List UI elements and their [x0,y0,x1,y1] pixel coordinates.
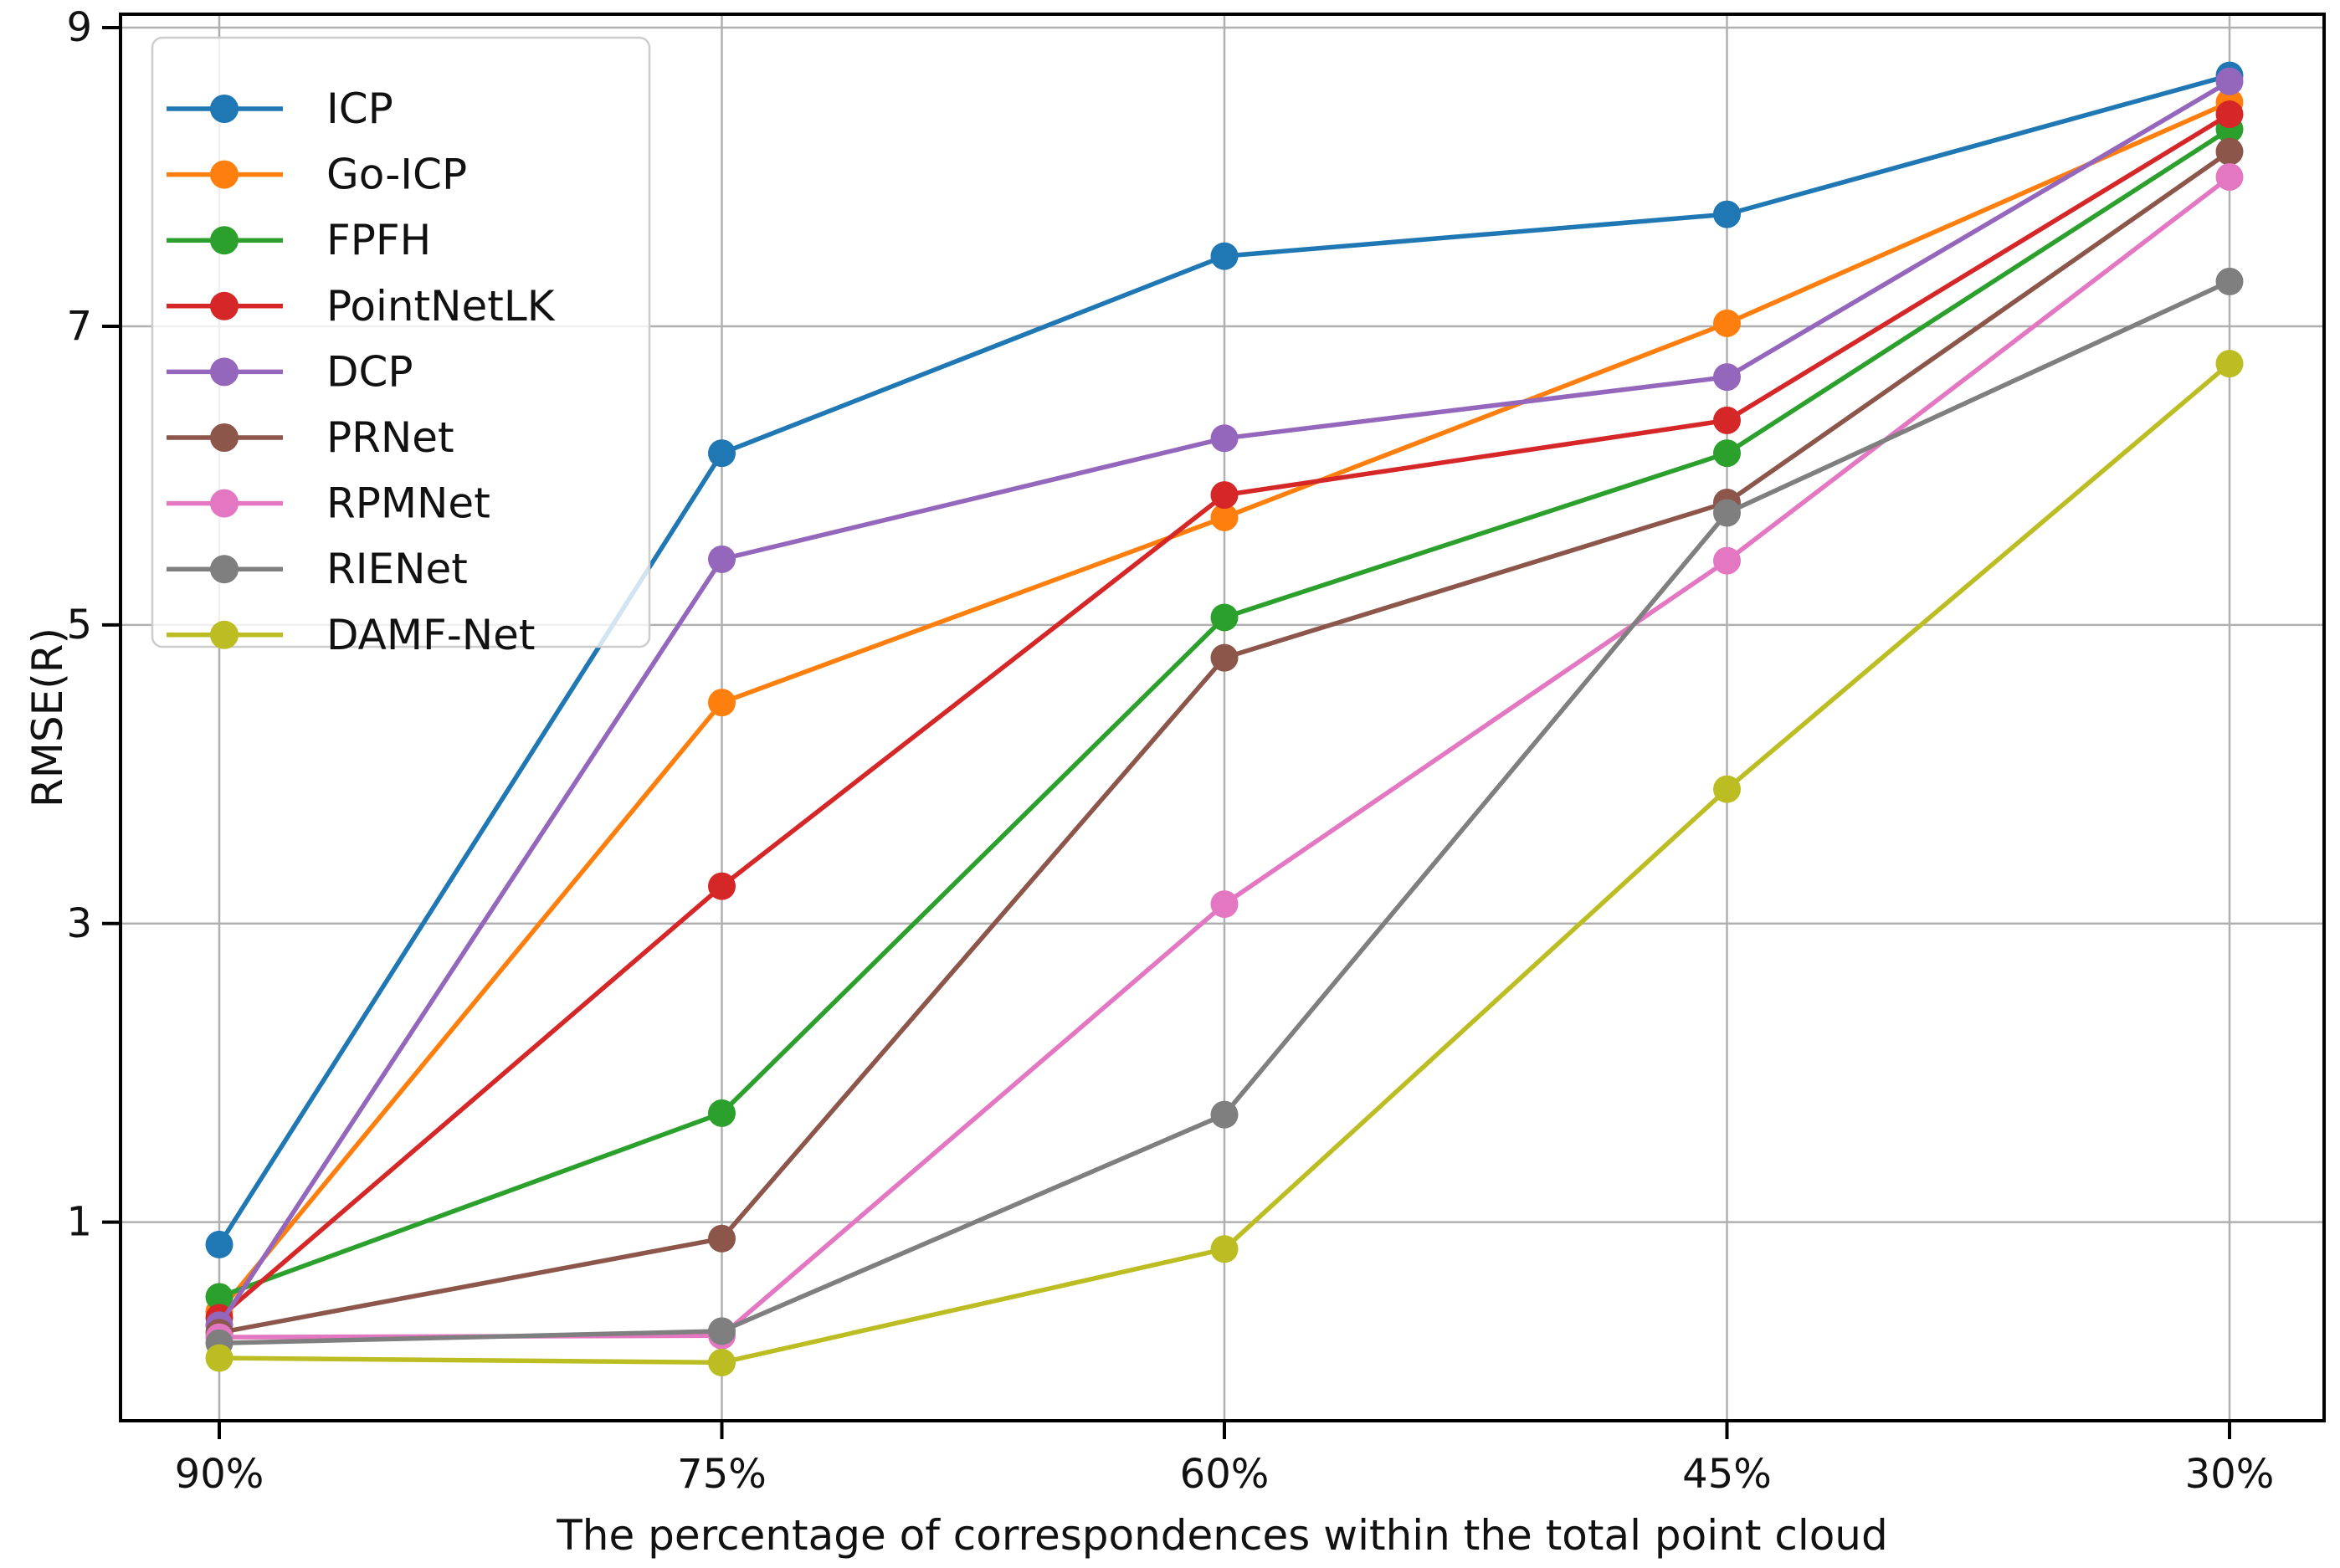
legend-item-PRNet: PRNet [167,413,454,462]
series-RIENet [205,267,2244,1357]
series-marker-PointNetLK-30% [2215,100,2244,129]
series-marker-Go-ICP-45% [1713,309,1741,337]
legend-marker-PointNetLK [210,291,239,320]
series-marker-DAMF-Net-90% [205,1344,233,1372]
legend-label-RPMNet: RPMNet [326,479,490,528]
series-marker-RIENet-75% [708,1317,736,1345]
series-FPFH [205,115,2244,1311]
legend-item-RPMNet: RPMNet [167,479,490,528]
plot-border [119,13,2326,1422]
series-marker-RPMNet-60% [1210,890,1239,919]
series-marker-PointNetLK-45% [1713,406,1741,434]
legend-label-PointNetLK: PointNetLK [326,282,556,331]
series-marker-DCP-45% [1713,363,1741,392]
legend-marker-Go-ICP [210,160,239,189]
legend-box [151,36,651,648]
legend-label-DCP: DCP [326,347,413,396]
series-marker-DCP-30% [2215,67,2244,95]
legend: ICP Go-ICP FPFH PointNetLK DCP PRNet RPMNet RIE… [151,36,651,659]
series-marker-RIENet-45% [1713,499,1741,527]
series-marker-RIENet-30% [2215,267,2244,295]
series-marker-PRNet-75% [708,1224,736,1253]
series-marker-PointNetLK-75% [708,872,736,900]
x-axis-title: The percentage of correspondences within… [556,1511,1887,1560]
series-marker-DCP-60% [1210,424,1239,453]
y-tick-label-3: 3 [66,900,92,947]
series-PointNetLK [205,100,2244,1332]
legend-marker-RIENet [210,555,239,584]
legend-item-ICP: ICP [167,85,393,133]
legend-marker-PRNet [210,423,239,452]
legend-item-FPFH: FPFH [167,216,431,264]
series-marker-DCP-75% [708,545,736,573]
series-marker-FPFH-75% [708,1099,736,1127]
y-tick-label-1: 1 [66,1199,92,1246]
legend-marker-DAMF-Net [210,620,239,649]
legend-label-ICP: ICP [326,85,393,133]
x-tick-label-30%: 30% [2185,1451,2275,1498]
series-marker-ICP-45% [1713,200,1741,228]
legend-item-Go-ICP: Go-ICP [167,151,467,199]
y-tick-label-5: 5 [66,602,92,648]
y-axis: 1 3 5 7 9 [66,4,121,1246]
series-marker-DAMF-Net-30% [2215,350,2244,378]
series-marker-DAMF-Net-45% [1713,775,1741,803]
series-marker-FPFH-90% [205,1283,233,1311]
series-marker-PRNet-30% [2215,137,2244,166]
x-tick-label-45%: 45% [1682,1451,1772,1498]
series-marker-Go-ICP-75% [708,689,736,717]
y-tick-label-9: 9 [66,4,92,51]
legend-marker-RPMNet [210,489,239,518]
legend-label-RIENet: RIENet [326,545,468,593]
series-marker-RPMNet-30% [2215,163,2244,192]
x-tick-label-60%: 60% [1180,1451,1270,1498]
y-axis-title: RMSE(R) [23,628,72,807]
legend-marker-DCP [210,357,239,387]
series-marker-DAMF-Net-60% [1210,1235,1239,1263]
legend-marker-ICP [210,95,239,123]
legend-item-RIENet: RIENet [167,545,468,593]
series-ICP [205,61,2244,1258]
series-marker-ICP-75% [708,439,736,468]
series-marker-RIENet-60% [1210,1100,1239,1129]
series-marker-FPFH-60% [1210,603,1239,632]
series-marker-RPMNet-45% [1713,546,1741,575]
series-marker-Go-ICP-60% [1210,503,1239,531]
series-DAMF-Net [205,350,2244,1376]
series-marker-ICP-90% [205,1230,233,1258]
series-marker-PointNetLK-60% [1210,481,1239,510]
series-marker-PRNet-60% [1210,643,1239,672]
legend-marker-FPFH [210,226,239,255]
series-marker-FPFH-45% [1713,439,1741,468]
x-axis: 90% 75% 60% 45% 30% [175,1421,2275,1498]
legend-item-PointNetLK: PointNetLK [167,282,556,331]
x-tick-label-90%: 90% [175,1451,264,1498]
legend-item-DCP: DCP [167,347,413,396]
series-marker-ICP-60% [1210,242,1239,270]
legend-label-DAMF-Net: DAMF-Net [326,611,536,659]
y-tick-label-7: 7 [66,303,92,350]
legend-item-DAMF-Net: DAMF-Net [167,611,536,659]
legend-label-Go-ICP: Go-ICP [326,151,467,199]
legend-label-PRNet: PRNet [326,413,454,462]
legend-label-FPFH: FPFH [326,216,431,264]
series-marker-DAMF-Net-75% [708,1348,736,1376]
x-tick-label-75%: 75% [677,1451,767,1498]
